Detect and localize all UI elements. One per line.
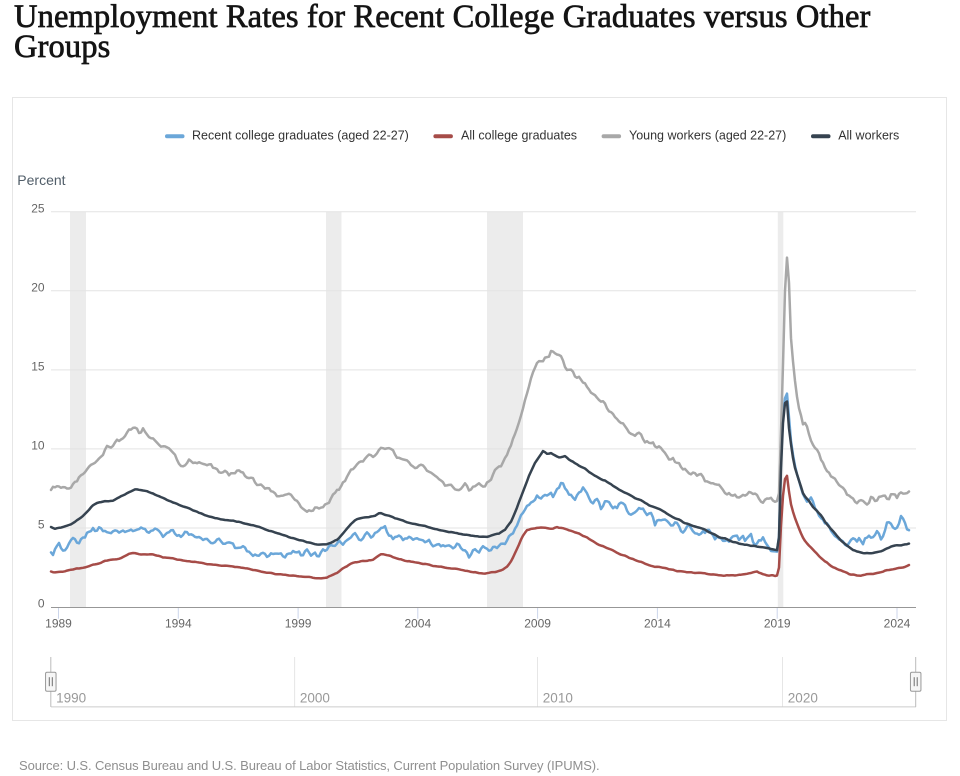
- svg-text:2020: 2020: [788, 690, 818, 705]
- svg-text:Recent college graduates (aged: Recent college graduates (aged 22-27): [192, 129, 409, 143]
- svg-text:5: 5: [38, 518, 45, 532]
- svg-text:1989: 1989: [45, 617, 72, 631]
- svg-text:All college graduates: All college graduates: [461, 129, 577, 143]
- svg-text:2000: 2000: [300, 690, 330, 705]
- svg-text:Percent: Percent: [17, 172, 65, 188]
- svg-text:2019: 2019: [764, 617, 791, 631]
- svg-text:2024: 2024: [884, 617, 911, 631]
- svg-text:10: 10: [31, 439, 45, 453]
- svg-text:2009: 2009: [524, 617, 551, 631]
- svg-text:All workers: All workers: [838, 129, 899, 143]
- svg-text:2014: 2014: [644, 617, 671, 631]
- svg-text:15: 15: [31, 360, 45, 374]
- svg-text:2004: 2004: [404, 617, 431, 631]
- svg-text:Young workers (aged 22-27): Young workers (aged 22-27): [629, 129, 786, 143]
- svg-text:25: 25: [31, 201, 45, 215]
- svg-text:1999: 1999: [285, 617, 312, 631]
- svg-text:2010: 2010: [543, 690, 573, 705]
- svg-text:1990: 1990: [56, 690, 86, 705]
- svg-text:1994: 1994: [165, 617, 192, 631]
- svg-text:20: 20: [31, 280, 45, 294]
- svg-text:0: 0: [38, 597, 45, 611]
